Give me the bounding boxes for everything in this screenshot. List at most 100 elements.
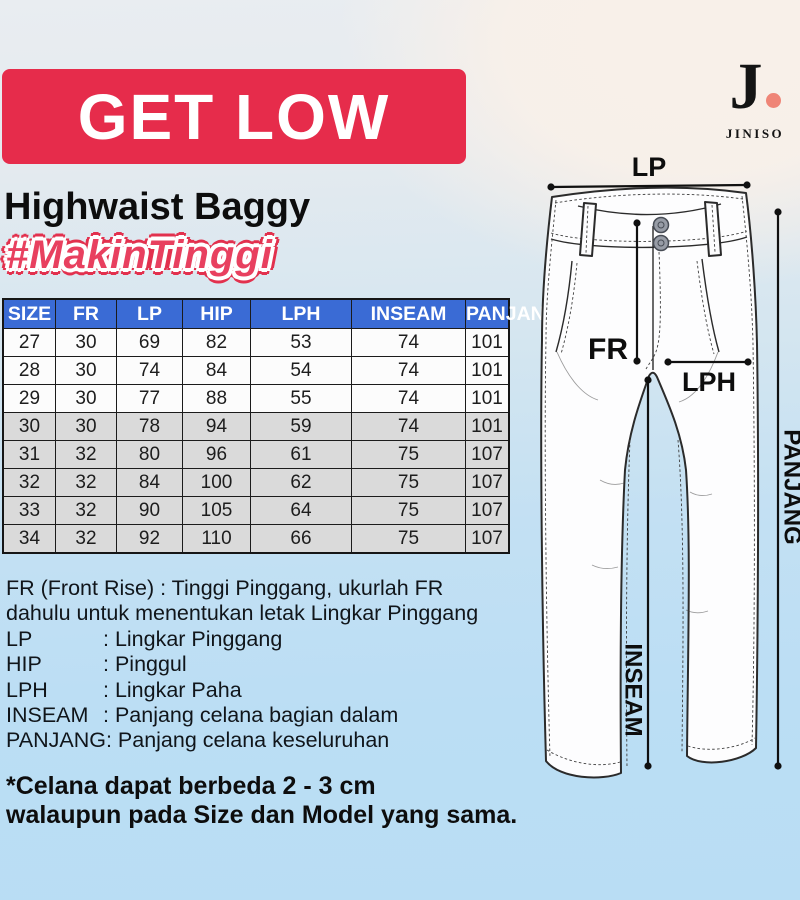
legend-definition: : Lingkar Pinggang [103, 626, 283, 651]
cell-hip: 110 [182, 524, 251, 554]
size-table-column-header: HIP [182, 298, 251, 329]
cell-fr: 32 [55, 524, 117, 554]
lp-label: LP [632, 152, 667, 182]
legend-intro-line2: dahulu untuk menentukan letak Lingkar Pi… [6, 601, 479, 626]
size-table-header: SIZEFRLPHIPLPHINSEAMPANJANG [2, 298, 560, 329]
panjang-label: PANJANG [779, 429, 800, 545]
button-top-ring [657, 221, 665, 229]
belt-loop-left-stitch [585, 205, 589, 254]
cell-fr: 30 [55, 384, 117, 413]
cell-lp: 90 [116, 496, 183, 525]
disclaimer-footnote: *Celana dapat berbeda 2 - 3 cm walaupun … [6, 772, 517, 830]
cell-size: 30 [2, 412, 56, 441]
cell-inseam: 74 [351, 356, 466, 385]
fr-label: FR [588, 333, 628, 366]
cell-inseam: 75 [351, 468, 466, 497]
pocket-right-lining [678, 351, 719, 403]
button-bottom-ring [657, 239, 665, 247]
product-subtitle: Highwaist Baggy [4, 186, 311, 228]
side-seam-right-stitch [741, 195, 755, 746]
size-table-header-row: SIZEFRLPHIPLPHINSEAMPANJANG [2, 298, 560, 329]
pants-silhouette [540, 186, 760, 779]
belt-loop-left [579, 202, 597, 257]
logo-initial: J [712, 52, 798, 122]
belt-loop-right [704, 201, 722, 257]
size-table-column-header: LPH [250, 298, 352, 329]
legend-items: LP: Lingkar Pinggang HIP: Pinggul LPH: L… [6, 627, 530, 754]
cell-size: 31 [2, 440, 56, 469]
table-row: 28 30 74 84 54 74 101 [2, 356, 510, 385]
hashtag-text: #MakinTinggi [6, 233, 273, 277]
cell-fr: 32 [55, 496, 117, 525]
cell-hip: 82 [182, 328, 251, 357]
cell-hip: 105 [182, 496, 251, 525]
cell-lp: 77 [116, 384, 183, 413]
inseam-right-stitch [677, 439, 684, 753]
cell-hip: 84 [182, 356, 251, 385]
belt-loop-right-stitch [711, 204, 716, 253]
cell-lph: 55 [250, 384, 352, 413]
panjang-dot-top [774, 208, 782, 216]
lp-measure-line [550, 183, 748, 189]
cell-lp: 80 [116, 440, 183, 469]
fly-j-stitch [645, 251, 661, 370]
legend-definition: : Pinggul [103, 652, 187, 677]
side-seam-left-stitch [544, 199, 557, 759]
cell-panjang: 107 [465, 440, 510, 469]
legend-term: INSEAM [6, 703, 89, 728]
cell-panjang: 107 [465, 524, 510, 554]
cell-fr: 32 [55, 468, 117, 497]
cell-inseam: 74 [351, 384, 466, 413]
inseam-label: INSEAM [620, 643, 647, 736]
button-top [652, 216, 670, 234]
cell-lph: 64 [250, 496, 352, 525]
cell-hip: 96 [182, 440, 251, 469]
size-table-column-header: SIZE [2, 298, 56, 329]
cell-panjang: 107 [465, 496, 510, 525]
waistband-top-stitch [554, 193, 744, 204]
inseam-dot-top [644, 376, 652, 384]
cell-inseam: 75 [351, 440, 466, 469]
fr-dot-bottom [633, 357, 641, 365]
pocket-left-seam [555, 260, 573, 353]
cell-inseam: 74 [351, 328, 466, 357]
size-table-body: 27 30 69 82 53 74 101 28 30 74 84 54 74 … [2, 328, 510, 554]
logo-name: JINISO [725, 126, 785, 141]
table-row: 31 32 80 96 61 75 107 [2, 440, 510, 469]
cell-lp: 92 [116, 524, 183, 554]
cell-lph: 54 [250, 356, 352, 385]
pocket-left-stitch [560, 262, 578, 355]
table-row: 29 30 77 88 55 74 101 [2, 384, 510, 413]
cell-lp: 84 [116, 468, 183, 497]
cell-panjang: 101 [465, 384, 510, 413]
lph-dot-left [664, 358, 672, 366]
cell-fr: 30 [55, 412, 117, 441]
wrinkle-line [599, 479, 625, 485]
cell-size: 33 [2, 496, 56, 525]
hem-right-stitch [687, 737, 756, 750]
lp-dot-left [547, 183, 555, 191]
legend-term: LP [6, 626, 33, 651]
cell-lph: 59 [250, 412, 352, 441]
wrinkle-line [591, 564, 619, 570]
inseam-dot-bottom [644, 762, 652, 770]
cell-lph: 53 [250, 328, 352, 357]
legend-item: HIP: Pinggul [6, 652, 530, 677]
brand-logo: J JINISO [712, 52, 798, 142]
cell-size: 32 [2, 468, 56, 497]
measurement-legend: FR (Front Rise) : Tinggi Pinggang, ukurl… [6, 576, 530, 754]
cell-panjang: 101 [465, 356, 510, 385]
table-row: 30 30 78 94 59 74 101 [2, 412, 510, 441]
footnote-line2: walaupun pada Size dan Model yang sama. [6, 801, 518, 829]
cell-inseam: 75 [351, 524, 466, 554]
cell-inseam: 75 [351, 496, 466, 525]
cell-panjang: 107 [465, 468, 510, 497]
footnote-line1: *Celana dapat berbeda 2 - 3 cm [6, 772, 376, 800]
wrinkle-line [689, 491, 713, 497]
pocket-right-stitch [696, 260, 715, 355]
cell-hip: 88 [182, 384, 251, 413]
fr-dot-top [633, 219, 641, 227]
legend-definition: : Lingkar Paha [103, 677, 242, 702]
legend-term: PANJANG [6, 728, 106, 753]
logo-dot-icon [765, 93, 781, 108]
